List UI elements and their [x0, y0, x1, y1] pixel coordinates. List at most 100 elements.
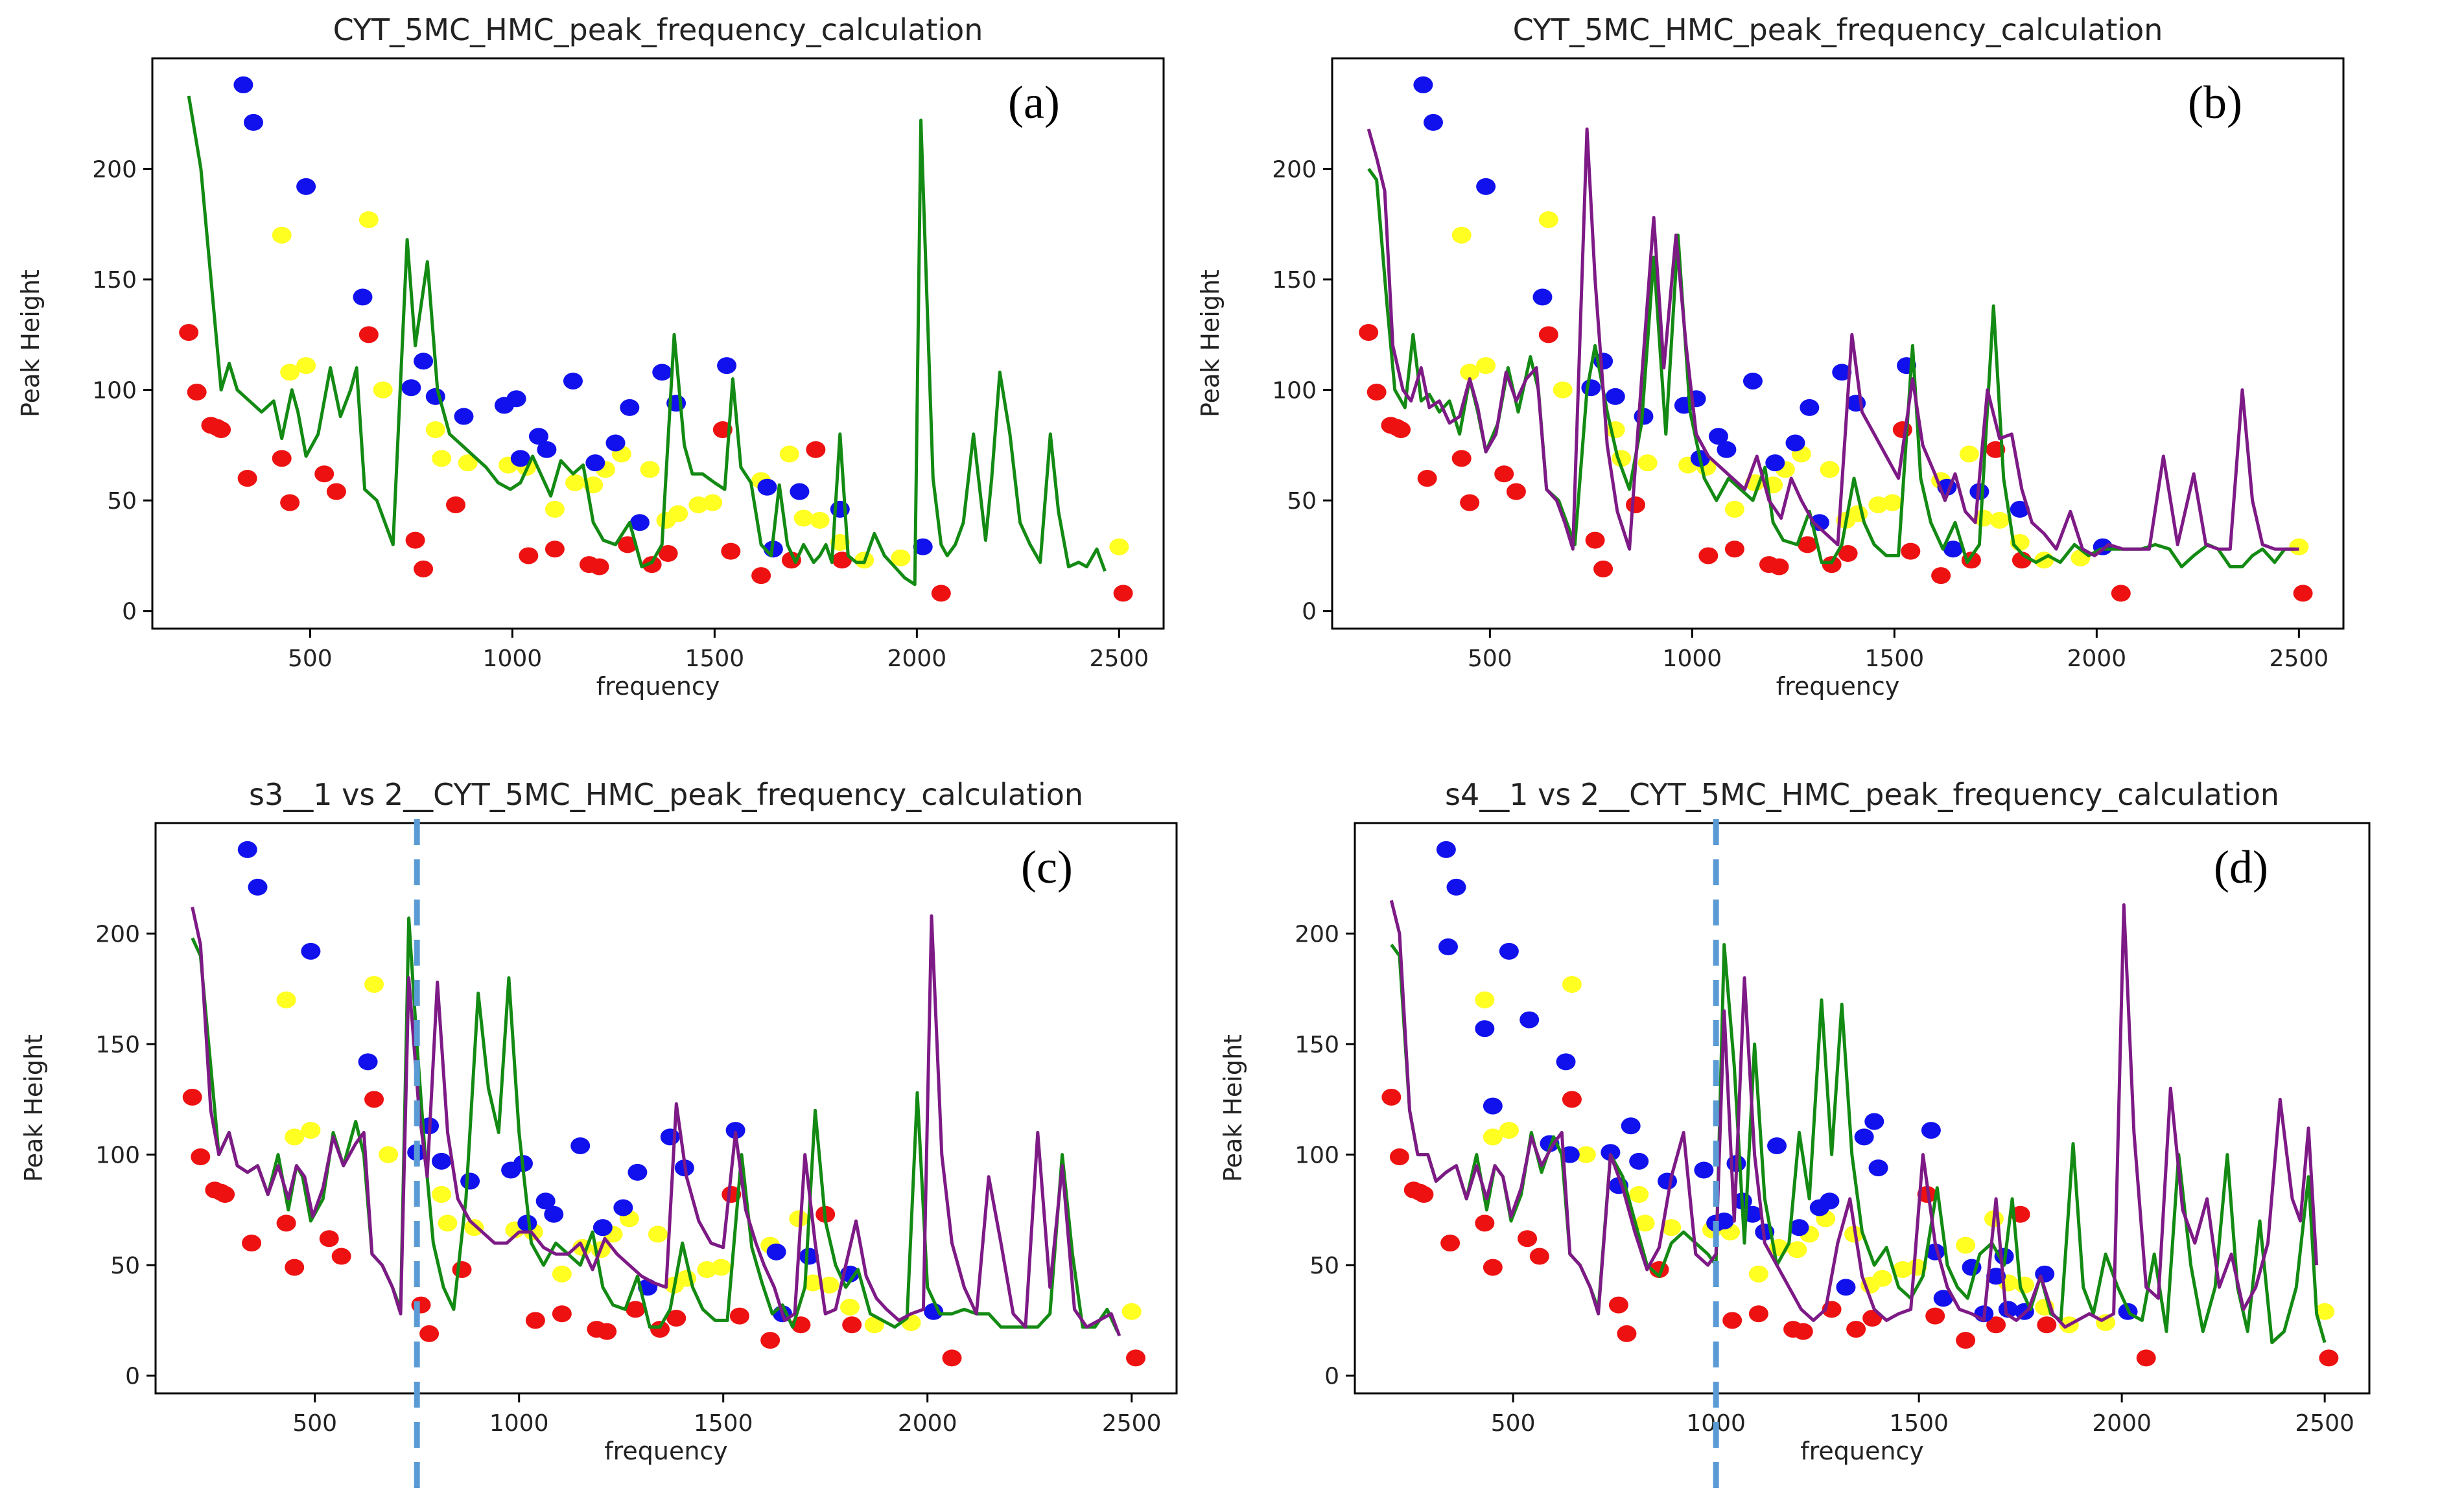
red-scatter-point: [1986, 1316, 2006, 1334]
yellow-scatter-point: [1629, 1186, 1649, 1203]
blue-scatter-point: [2010, 500, 2030, 518]
red-scatter-point: [1538, 326, 1558, 343]
x-tick-label: 2500: [1102, 1410, 1162, 1437]
yellow-scatter-point: [425, 421, 445, 439]
yellow-scatter-point: [296, 357, 316, 375]
plot-area: [179, 76, 1133, 602]
y-tick-label: 0: [1324, 1364, 1339, 1390]
red-scatter-point: [1617, 1325, 1637, 1342]
red-scatter-point: [364, 1091, 384, 1108]
yellow-scatter-point: [364, 975, 384, 993]
yellow-scatter-point: [301, 1122, 321, 1139]
x-tick-label: 1500: [1889, 1410, 1949, 1437]
x-tick-label: 2000: [2067, 645, 2127, 672]
yellow-scatter-point: [1724, 500, 1744, 518]
blue-scatter-point: [1556, 1053, 1576, 1071]
red-scatter-point: [842, 1316, 862, 1334]
blue-scatter-point: [1714, 1212, 1734, 1229]
yellow-scatter-point: [1956, 1237, 1976, 1254]
yellow-scatter-point: [1820, 461, 1840, 478]
yellow-scatter-point: [803, 1274, 823, 1292]
red-scatter-point: [1391, 421, 1411, 439]
blue-scatter-point: [244, 113, 263, 131]
blue-scatter-point: [1475, 1020, 1495, 1038]
red-scatter-point: [618, 536, 638, 553]
blue-scatter-point: [233, 76, 253, 93]
x-tick-label: 500: [288, 645, 333, 672]
blue-scatter-point: [1658, 1172, 1678, 1190]
red-scatter-point: [1381, 1088, 1402, 1106]
chart-title: s3__1 vs 2__CYT_5MC_HMC_peak_frequency_c…: [249, 777, 1083, 812]
yellow-scatter-point: [285, 1128, 305, 1146]
panel-label: (b): [2188, 76, 2242, 128]
red-scatter-point: [326, 483, 346, 500]
yellow-scatter-point: [1959, 445, 1979, 463]
blue-scatter-point: [1789, 1219, 1809, 1237]
blue-scatter-point: [1629, 1152, 1649, 1170]
x-tick-label: 2500: [2295, 1410, 2354, 1437]
blue-scatter-point: [1864, 1113, 1884, 1130]
red-scatter-point: [781, 552, 801, 569]
blue-scatter-point: [296, 178, 316, 195]
red-scatter-point: [179, 323, 199, 341]
red-scatter-point: [942, 1349, 962, 1367]
red-scatter-point: [211, 421, 231, 439]
blue-scatter-point: [717, 357, 737, 375]
yellow-scatter-point: [840, 1298, 860, 1316]
x-axis-label: frequency: [596, 672, 720, 701]
x-axis-label: frequency: [1776, 672, 1900, 701]
blue-scatter-point: [725, 1122, 745, 1139]
red-scatter-point: [272, 450, 292, 467]
red-scatter-point: [1494, 465, 1514, 483]
red-scatter-point: [597, 1323, 617, 1340]
blue-scatter-point: [570, 1137, 591, 1154]
blue-scatter-point: [1717, 441, 1737, 458]
x-tick-label: 500: [292, 1410, 337, 1437]
blue-scatter-point: [652, 364, 672, 381]
blue-scatter-point: [1436, 841, 1456, 858]
yellow-scatter-point: [1538, 211, 1558, 228]
blue-scatter-point: [537, 441, 557, 458]
x-tick-label: 1500: [694, 1410, 753, 1437]
green-series-line: [187, 95, 1107, 587]
red-scatter-point: [1626, 496, 1645, 513]
yellow-scatter-point: [545, 500, 565, 518]
chart-title: CYT_5MC_HMC_peak_frequency_calculation: [1513, 12, 2163, 47]
blue-scatter-point: [1785, 434, 1805, 452]
x-tick-label: 2000: [887, 645, 947, 672]
plot-frame: [154, 822, 1178, 1395]
chart-panel-d: 5001000150020002500050100150200s4__1 vs …: [1219, 777, 2371, 1491]
blue-scatter-point: [248, 878, 268, 896]
y-tick-label: 50: [1309, 1253, 1339, 1279]
blue-scatter-point: [1605, 388, 1625, 405]
y-tick-label: 150: [95, 1032, 140, 1058]
blue-scatter-point: [528, 428, 548, 445]
plot-area: [1381, 841, 2339, 1367]
x-tick-label: 2500: [2270, 645, 2329, 672]
blue-scatter-point: [301, 942, 321, 960]
blue-scatter-point: [544, 1205, 564, 1223]
blue-scatter-point: [1483, 1097, 1503, 1115]
blue-scatter-point: [1499, 942, 1519, 960]
red-scatter-point: [1389, 1148, 1409, 1166]
red-scatter-point: [650, 1321, 670, 1338]
blue-scatter-point: [563, 372, 583, 389]
red-scatter-point: [1724, 540, 1744, 558]
red-scatter-point: [276, 1214, 296, 1232]
blue-scatter-point: [1601, 1144, 1621, 1161]
x-tick-label: 2000: [2092, 1410, 2152, 1437]
yellow-scatter-point: [379, 1146, 399, 1163]
red-scatter-point: [446, 496, 465, 513]
blue-scatter-point: [1424, 113, 1443, 131]
red-scatter-point: [1608, 1296, 1628, 1314]
yellow-scatter-point: [810, 511, 830, 529]
yellow-scatter-point: [1483, 1128, 1503, 1146]
y-axis-label: Peak Height: [19, 1034, 48, 1182]
blue-scatter-point: [414, 353, 434, 370]
yellow-scatter-point: [2014, 1276, 2034, 1294]
x-tick-label: 1500: [685, 645, 745, 672]
blue-scatter-point: [1742, 372, 1763, 389]
red-scatter-point: [182, 1088, 202, 1106]
blue-scatter-point: [1438, 938, 1458, 956]
blue-scatter-point: [1854, 1128, 1874, 1146]
